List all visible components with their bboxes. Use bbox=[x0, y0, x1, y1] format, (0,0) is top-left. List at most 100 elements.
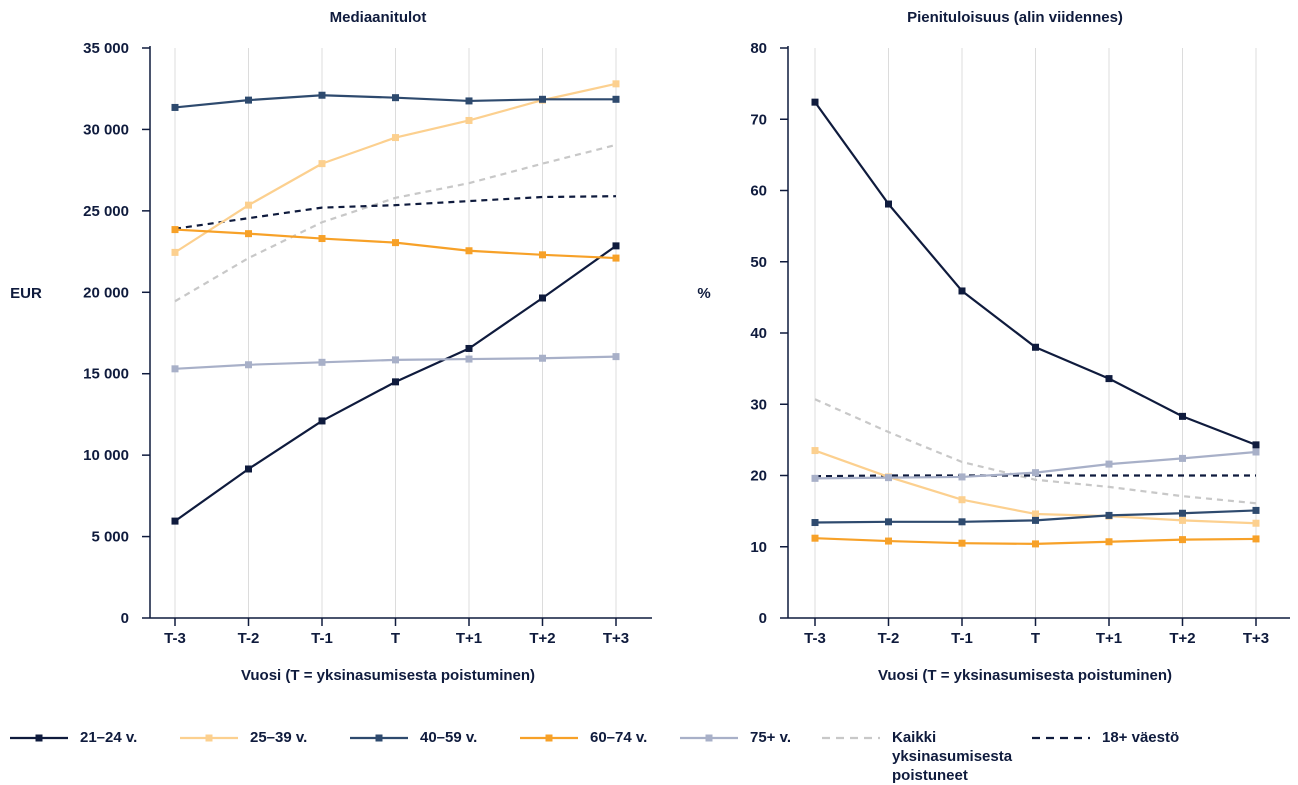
data-point bbox=[245, 230, 252, 238]
data-point bbox=[1252, 506, 1260, 514]
legend-dash-swatch bbox=[822, 736, 880, 740]
x-tick-label: T bbox=[1031, 630, 1040, 647]
series-3 bbox=[811, 506, 1260, 527]
y-tick-label: 70 bbox=[750, 111, 767, 128]
legend-label: 25–39 v. bbox=[250, 729, 308, 746]
data-point bbox=[1179, 536, 1186, 544]
data-point bbox=[1032, 510, 1039, 518]
legend-item: 75+ v. bbox=[678, 728, 791, 747]
data-point bbox=[1105, 460, 1113, 468]
data-point bbox=[171, 226, 179, 234]
data-point bbox=[958, 518, 966, 526]
legend-item: 25–39 v. bbox=[178, 728, 307, 747]
series-1 bbox=[171, 242, 620, 525]
x-tick-label: T-2 bbox=[238, 630, 260, 647]
data-point bbox=[885, 474, 892, 482]
chart-1: Mediaanitulot 0 5 000 10 000 15 000 20 000 25 … bbox=[10, 9, 652, 684]
y-tick-label: 30 000 bbox=[83, 121, 129, 138]
data-point bbox=[612, 353, 620, 361]
legend-line-marker-swatch bbox=[520, 734, 578, 742]
y-tick-label: 20 bbox=[750, 468, 767, 485]
x-tick-label: T-1 bbox=[951, 630, 973, 647]
data-point bbox=[171, 103, 179, 111]
x-axis-label: Vuosi (T = yksinasumisesta poistuminen) bbox=[241, 667, 535, 684]
x-tick-label: T+2 bbox=[1169, 630, 1195, 647]
data-point bbox=[811, 519, 819, 527]
y-tick-label: 10 000 bbox=[83, 447, 129, 464]
legend-label: 18+ väestö bbox=[1102, 729, 1180, 746]
data-point bbox=[885, 518, 892, 526]
data-point bbox=[465, 97, 473, 105]
data-point bbox=[885, 200, 892, 208]
data-point bbox=[958, 496, 966, 504]
data-point bbox=[1179, 454, 1186, 462]
data-point bbox=[1032, 469, 1039, 477]
legend-item: 18+ väestö bbox=[1030, 728, 1179, 747]
x-tick-label: T-2 bbox=[878, 630, 900, 647]
data-point bbox=[1179, 516, 1186, 524]
data-point bbox=[318, 358, 326, 366]
legend-label: Kaikki yksinasumisesta poistuneet bbox=[892, 729, 1013, 784]
data-point bbox=[318, 160, 326, 168]
y-axis-label: EUR bbox=[10, 285, 42, 302]
data-point bbox=[245, 465, 252, 473]
data-point bbox=[539, 354, 546, 362]
data-point bbox=[392, 356, 399, 364]
y-tick-label: 20 000 bbox=[83, 284, 129, 301]
series-1 bbox=[811, 98, 1260, 449]
y-tick-label: 5 000 bbox=[91, 529, 129, 546]
data-point bbox=[465, 247, 473, 255]
data-point bbox=[539, 95, 546, 103]
legend-line-marker-swatch bbox=[350, 734, 408, 742]
data-point bbox=[811, 534, 819, 542]
series-4 bbox=[171, 226, 620, 262]
data-point bbox=[392, 134, 399, 142]
data-point bbox=[245, 201, 252, 209]
legend-item: Kaikki yksinasumisesta poistuneet bbox=[820, 728, 1032, 785]
data-point bbox=[392, 94, 399, 102]
data-point bbox=[245, 361, 252, 369]
y-tick-label: 40 bbox=[750, 325, 767, 342]
data-point bbox=[1179, 509, 1186, 517]
series-5 bbox=[811, 448, 1260, 482]
x-tick-label: T+3 bbox=[603, 630, 629, 647]
data-point bbox=[958, 473, 966, 481]
data-point bbox=[1252, 535, 1260, 543]
x-tick-label: T bbox=[391, 630, 400, 647]
series-4 bbox=[811, 534, 1260, 548]
data-point bbox=[811, 474, 819, 482]
y-axis-label: % bbox=[697, 285, 710, 302]
x-tick-label: T+1 bbox=[456, 630, 482, 647]
x-tick-label: T-1 bbox=[311, 630, 333, 647]
series-line bbox=[174, 195, 617, 230]
chart-title: Pienituloisuus (alin viidennes) bbox=[907, 9, 1123, 26]
chart-2: Pienituloisuus (alin viidennes) 0 10 20 30 40… bbox=[697, 9, 1290, 684]
data-point bbox=[539, 251, 546, 259]
legend-label: 21–24 v. bbox=[80, 729, 138, 746]
data-point bbox=[465, 344, 473, 352]
series-line bbox=[174, 143, 617, 303]
legend-line-marker-swatch bbox=[680, 734, 738, 742]
legend-label: 75+ v. bbox=[750, 729, 792, 746]
data-point bbox=[1032, 343, 1039, 351]
data-point bbox=[1252, 519, 1260, 527]
x-tick-label: T+1 bbox=[1096, 630, 1122, 647]
legend-item: 60–74 v. bbox=[518, 728, 647, 747]
data-point bbox=[811, 447, 819, 455]
data-point bbox=[885, 537, 892, 545]
data-point bbox=[612, 80, 620, 88]
data-point bbox=[1179, 412, 1186, 420]
y-tick-label: 50 bbox=[750, 254, 767, 271]
series-3 bbox=[171, 91, 620, 111]
series-6 bbox=[174, 143, 617, 303]
y-tick-label: 35 000 bbox=[83, 40, 129, 57]
legend-label: 60–74 v. bbox=[590, 729, 648, 746]
series-6 bbox=[814, 398, 1257, 505]
data-point bbox=[958, 287, 966, 295]
y-tick-label: 80 bbox=[750, 40, 767, 57]
y-tick-label: 15 000 bbox=[83, 366, 129, 383]
legend-line-marker-swatch bbox=[180, 734, 238, 742]
legend-label: 40–59 v. bbox=[420, 729, 478, 746]
data-point bbox=[171, 365, 179, 373]
